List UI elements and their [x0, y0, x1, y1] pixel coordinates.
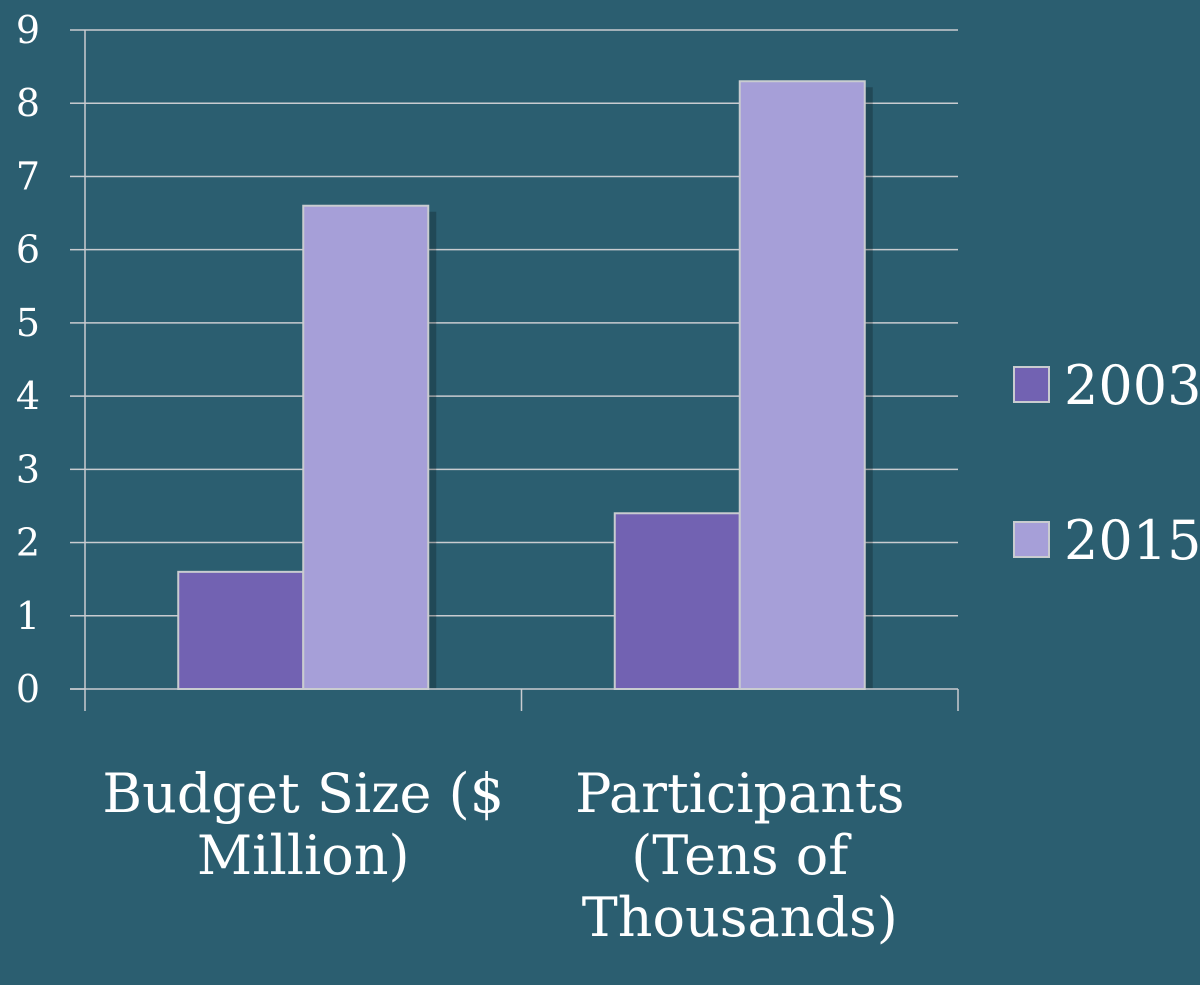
category-label: Million) — [197, 824, 410, 887]
bar-2003-1 — [613, 512, 741, 690]
y-tick-label: 6 — [16, 228, 40, 272]
legend-label-2015: 2015 — [1064, 509, 1200, 572]
y-tick-label: 3 — [16, 447, 40, 491]
gridlines — [85, 29, 958, 617]
legend-swatch-2003 — [1013, 366, 1050, 403]
category-label: (Tens of — [631, 824, 852, 887]
bar-2003-0 — [177, 570, 305, 690]
y-tick-label: 9 — [16, 8, 40, 52]
bar-2015-0 — [302, 204, 430, 690]
legend-swatch-2015 — [1013, 521, 1050, 558]
y-tick-label: 1 — [16, 594, 40, 638]
legend: 2003 2015 — [1013, 354, 1200, 572]
x-axis-category-labels: Budget Size ($Million) Participants(Tens … — [102, 762, 904, 949]
y-tick-label: 2 — [16, 521, 40, 565]
axes — [70, 29, 959, 711]
category-label: Participants — [575, 762, 904, 825]
category-label: Thousands) — [582, 886, 898, 949]
bars — [177, 80, 873, 690]
bar-2015-1 — [738, 80, 866, 690]
y-axis-tick-labels: 0 1 2 3 4 5 6 7 8 9 — [16, 8, 40, 711]
y-tick-label: 7 — [16, 154, 40, 198]
category-label: Budget Size ($ — [102, 762, 504, 825]
y-tick-label: 4 — [16, 374, 40, 418]
legend-label-2003: 2003 — [1064, 354, 1200, 417]
y-tick-label: 5 — [16, 301, 40, 345]
y-tick-label: 8 — [16, 81, 40, 125]
y-tick-label: 0 — [16, 667, 40, 711]
